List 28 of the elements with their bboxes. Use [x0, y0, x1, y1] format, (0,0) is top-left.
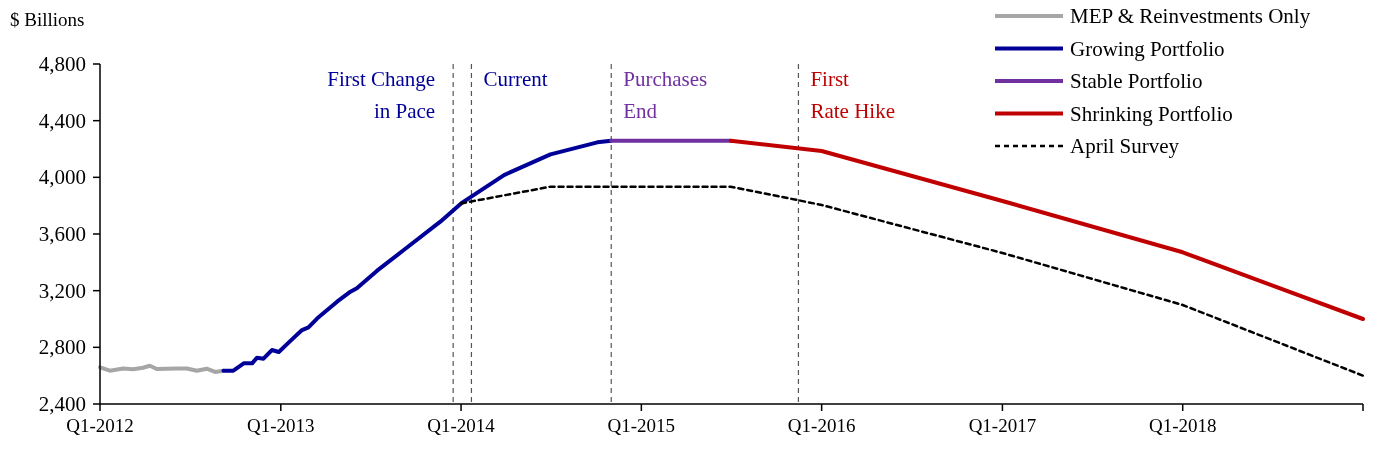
- line-series: [459, 185, 1365, 377]
- legend-label: April Survey: [1070, 134, 1180, 158]
- x-tick-label: Q1-2015: [607, 415, 676, 436]
- legend-label: Shrinking Portfolio: [1070, 101, 1233, 126]
- x-tick-label: Q1-2016: [787, 415, 856, 436]
- x-tick-label: Q1-2013: [247, 415, 315, 436]
- x-tick-label: Q1-2014: [427, 415, 496, 436]
- y-tick-label: 3,200: [38, 278, 86, 303]
- y-tick-label: 4,000: [38, 165, 86, 190]
- line-series: [728, 138, 1365, 321]
- legend-label: Growing Portfolio: [1070, 36, 1225, 61]
- ref-line-label: Current: [483, 67, 548, 91]
- x-tick-label: Q1-2017: [968, 415, 1037, 436]
- line-series: [98, 363, 226, 374]
- x-tick-label: Q1-2018: [1148, 415, 1217, 436]
- line-series: [221, 138, 614, 373]
- y-tick-label: 3,600: [38, 222, 86, 246]
- y-axis-title: $ Billions: [10, 9, 85, 30]
- ref-line-label: First Rate Hike: [810, 67, 895, 123]
- y-tick-label: 2,800: [38, 335, 86, 360]
- y-tick-label: 4,800: [38, 52, 86, 76]
- ref-line-label: First Change in Pace: [327, 67, 436, 123]
- y-tick-label: 2,400: [38, 392, 86, 416]
- legend-label: MEP & Reinvestments Only: [1070, 4, 1311, 28]
- x-tick-label: Q1-2012: [66, 415, 134, 436]
- y-tick-label: 4,400: [38, 108, 86, 133]
- ref-line-label: Purchases End: [623, 67, 708, 123]
- legend-label: Stable Portfolio: [1070, 69, 1203, 93]
